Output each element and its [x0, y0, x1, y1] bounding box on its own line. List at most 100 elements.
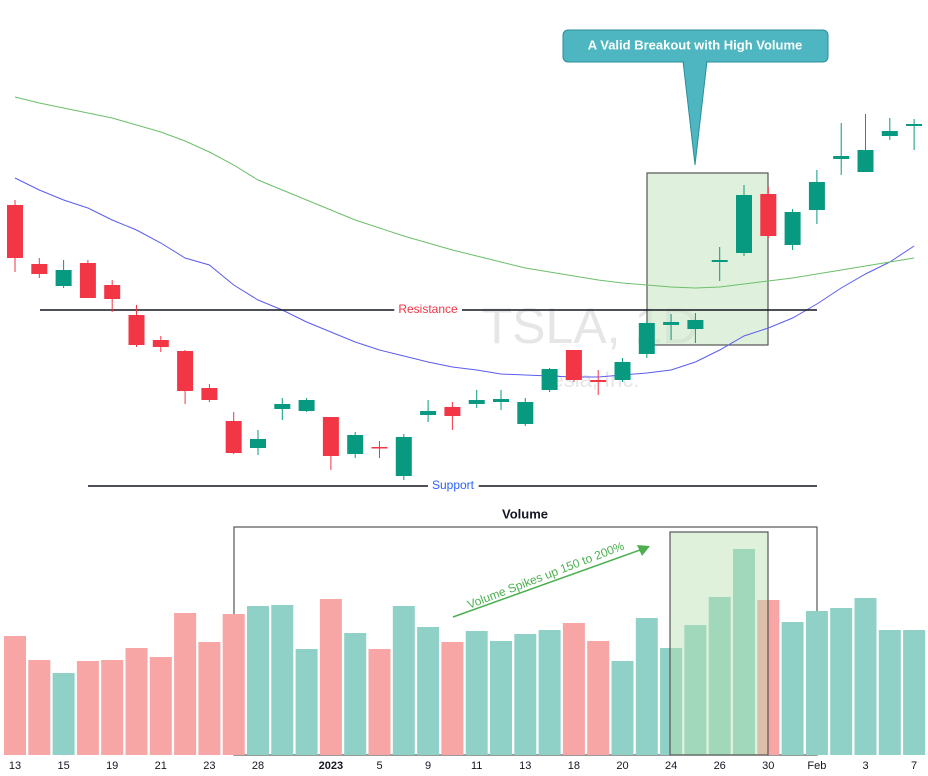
candle-body	[517, 402, 534, 424]
x-tick-label: 19	[106, 760, 118, 772]
candle-body	[7, 205, 23, 258]
volume-bar	[4, 636, 26, 755]
x-tick-label: 11	[471, 760, 482, 772]
candle-body	[298, 400, 315, 411]
x-tick-label: 9	[425, 760, 431, 772]
x-tick-label: 5	[376, 760, 382, 772]
x-tick-label: 13	[519, 760, 531, 772]
volume-spike-box	[669, 531, 769, 756]
candle-body	[322, 417, 339, 456]
volume-bar	[76, 661, 99, 755]
volume-bar	[805, 611, 828, 755]
moving-average	[14, 177, 915, 378]
candle-body	[760, 194, 777, 236]
volume-bar	[878, 630, 901, 755]
candle-body	[590, 380, 607, 382]
volume-bar	[684, 625, 707, 755]
volume-bar	[392, 606, 415, 755]
volume-bar	[52, 673, 75, 755]
level-label: Support	[432, 478, 475, 492]
x-tick-label: 26	[714, 760, 726, 772]
candle-body	[711, 260, 728, 262]
x-tick-label: 7	[911, 760, 917, 772]
volume-bar	[28, 660, 51, 755]
volume-bar	[611, 661, 634, 755]
volume-bar	[465, 631, 488, 755]
candle-body	[128, 315, 145, 345]
x-tick-label: 30	[762, 760, 774, 772]
candle-body	[31, 264, 48, 274]
level-label: Resistance	[398, 302, 458, 316]
x-tick-label: 24	[665, 760, 677, 772]
x-tick-label: 15	[57, 760, 69, 772]
candle-body	[371, 447, 388, 449]
volume-bar	[562, 623, 585, 755]
volume-bar	[247, 606, 269, 755]
candle-body	[565, 350, 582, 380]
candle-body	[177, 351, 194, 391]
candle-body	[444, 407, 461, 416]
candle-body	[201, 388, 218, 400]
volume-note: Volume Spikes up 150 to 200%	[465, 539, 626, 612]
candle-body	[79, 263, 96, 298]
volume-bar	[854, 598, 877, 755]
candle-body	[614, 362, 631, 380]
candle-body	[687, 320, 704, 329]
candle-body	[225, 421, 242, 453]
candle-body	[541, 369, 558, 390]
x-tick-label: 23	[203, 760, 215, 772]
candle-body	[493, 399, 509, 402]
volume-bar	[198, 642, 221, 755]
candle-body	[104, 285, 121, 299]
volume-bar	[490, 641, 512, 755]
candle-body	[906, 124, 923, 126]
candle-body	[736, 195, 752, 253]
volume-bar	[441, 642, 464, 755]
candle-body	[857, 150, 874, 172]
candle-body	[420, 411, 437, 415]
volume-arrow-head	[637, 545, 650, 556]
level-label-bg	[394, 302, 462, 317]
volume-bar	[660, 648, 683, 755]
candle-body	[468, 400, 485, 404]
x-tick-label: Feb	[807, 760, 826, 772]
candle-body	[833, 156, 850, 159]
x-tick-label: 20	[616, 760, 628, 772]
volume-bar	[368, 649, 391, 755]
x-tick-label: 21	[155, 760, 167, 772]
candle-body	[274, 404, 291, 409]
level-label-bg	[427, 478, 479, 493]
candle-body	[152, 340, 169, 347]
volume-bar	[125, 648, 148, 755]
volume-bar	[538, 630, 561, 755]
volume-bar	[514, 634, 537, 755]
candle-body	[663, 322, 680, 325]
x-tick-label: 13	[9, 760, 21, 772]
candle-body	[55, 270, 72, 286]
x-tick-label: 2023	[319, 760, 343, 772]
volume-bar	[222, 614, 245, 755]
candle-body	[250, 439, 266, 448]
volume-bar	[149, 657, 172, 755]
volume-title: Volume	[502, 506, 548, 521]
callout-join	[684, 58, 706, 64]
candle-body	[808, 182, 825, 210]
volume-bar	[271, 605, 294, 755]
volume-bar	[319, 599, 342, 755]
x-tick-label: 28	[252, 760, 264, 772]
volume-bar	[708, 597, 731, 755]
moving-average	[14, 96, 915, 289]
candle-body	[784, 212, 801, 245]
candle-body	[881, 131, 898, 136]
volume-bar	[781, 622, 804, 755]
volume-bar	[635, 618, 658, 755]
candle-body	[638, 323, 655, 354]
candle-body	[395, 437, 412, 476]
volume-bar	[295, 649, 318, 755]
volume-bar	[101, 660, 124, 755]
volume-bar	[174, 613, 197, 755]
x-tick-label: 18	[568, 760, 580, 772]
volume-bar	[587, 641, 610, 755]
volume-bar	[903, 630, 926, 755]
